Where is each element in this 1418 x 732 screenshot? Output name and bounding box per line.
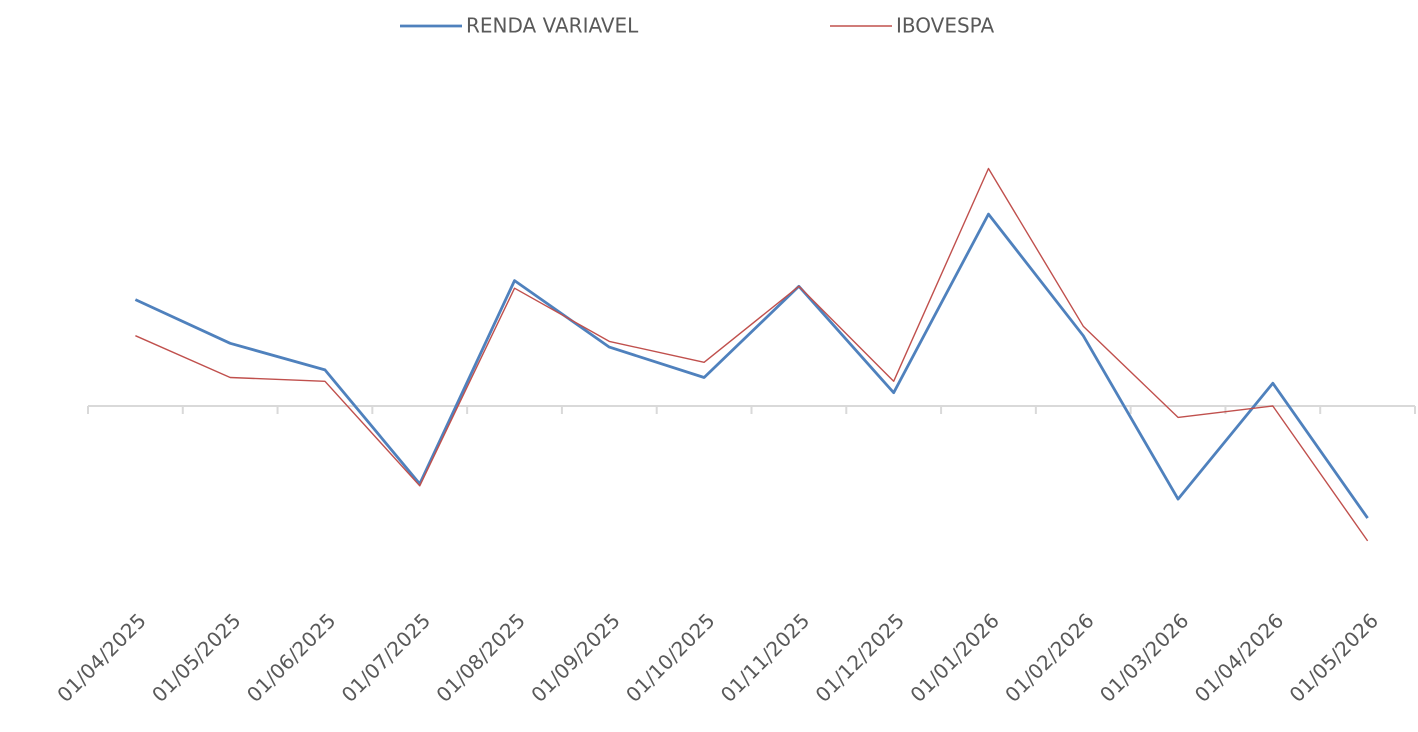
legend-label: RENDA VARIAVEL — [466, 14, 639, 38]
x-tick-label: 01/08/2025 — [431, 608, 529, 706]
series-line — [134, 212, 1369, 519]
x-tick-label: 01/05/2025 — [147, 608, 245, 706]
x-tick-label: 01/11/2025 — [716, 608, 814, 706]
x-tick-label: 01/02/2026 — [1000, 608, 1098, 706]
x-tick-label: 01/10/2025 — [621, 608, 719, 706]
x-tick-label: 01/04/2026 — [1190, 608, 1288, 706]
x-tick-label: 01/06/2025 — [242, 608, 340, 706]
x-tick-label: 01/09/2025 — [526, 608, 624, 706]
series-line — [135, 167, 1369, 542]
x-tick-label: 01/01/2026 — [905, 608, 1003, 706]
x-tick-label: 01/07/2025 — [337, 608, 435, 706]
x-tick-label: 01/05/2026 — [1285, 608, 1383, 706]
x-tick-label: 01/04/2025 — [52, 608, 150, 706]
x-tick-label: 01/12/2025 — [811, 608, 909, 706]
x-tick-label: 01/03/2026 — [1095, 608, 1193, 706]
legend-label: IBOVESPA — [896, 14, 994, 38]
